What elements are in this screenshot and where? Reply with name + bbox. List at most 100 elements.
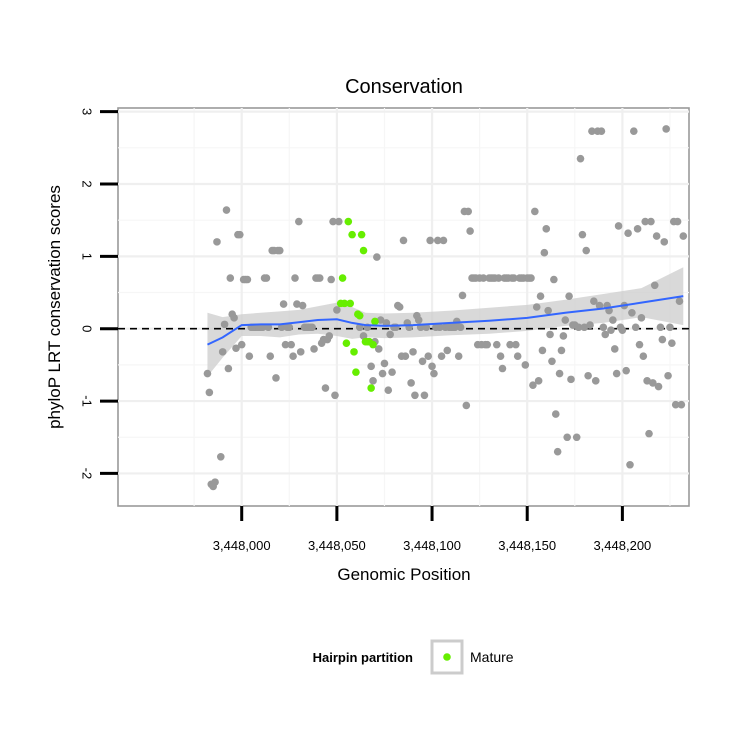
x-tick-label: 3,448,100: [403, 538, 461, 553]
point-other: [376, 316, 385, 324]
y-tick-label: 3: [80, 108, 95, 115]
point-other: [542, 225, 551, 233]
point-other: [494, 274, 503, 282]
point-other: [607, 326, 615, 334]
point-other: [591, 377, 600, 385]
point-other: [584, 371, 592, 380]
point-other: [492, 340, 501, 349]
point-other: [289, 352, 297, 361]
point-other: [618, 326, 627, 334]
x-tick-label: 3,448,150: [498, 538, 556, 553]
point-other: [654, 382, 663, 391]
point-other: [430, 369, 438, 378]
point-other: [291, 274, 299, 282]
point-other: [395, 303, 404, 311]
point-other: [668, 339, 676, 347]
point-other: [553, 447, 562, 456]
legend-mature-icon: [443, 653, 451, 661]
point-other: [285, 323, 294, 332]
y-tick-label: -2: [80, 468, 95, 480]
point-other: [443, 346, 452, 355]
y-axis-label: phyloP LRT conservation scores: [45, 185, 64, 429]
point-other: [574, 323, 583, 332]
point-other: [226, 274, 235, 282]
point-other: [462, 401, 471, 410]
point-mature: [338, 274, 347, 282]
point-other: [426, 236, 434, 245]
point-mature: [350, 348, 358, 356]
x-axis-label: Genomic Position: [337, 565, 470, 584]
point-other: [498, 364, 507, 373]
point-other: [454, 352, 463, 361]
point-mature: [342, 339, 351, 347]
point-other: [245, 352, 254, 361]
point-other: [308, 323, 316, 332]
point-other: [572, 433, 581, 442]
point-other: [628, 308, 636, 317]
point-other: [275, 246, 284, 255]
point-other: [576, 154, 585, 163]
point-other: [369, 377, 377, 385]
point-other: [563, 433, 571, 442]
point-other: [555, 369, 564, 378]
point-other: [609, 316, 617, 324]
trend-line: [207, 295, 684, 346]
point-other: [321, 384, 330, 392]
point-mature: [367, 384, 375, 392]
point-other: [224, 364, 233, 373]
point-other: [578, 230, 587, 239]
x-tick-label: 3,448,050: [308, 538, 366, 553]
point-other: [510, 274, 518, 282]
point-other: [532, 303, 541, 311]
point-other: [527, 274, 535, 282]
axes: 3,448,000 3,448,050 3,448,100 3,448,150 3,44…: [80, 108, 652, 553]
point-other: [546, 330, 554, 339]
point-other: [325, 332, 334, 340]
point-other: [230, 314, 238, 322]
point-other: [496, 352, 505, 361]
point-other: [424, 352, 433, 361]
point-other: [479, 274, 488, 282]
point-other: [633, 225, 642, 233]
point-other: [631, 323, 640, 332]
point-other: [407, 379, 415, 387]
legend-title: Hairpin partition: [313, 650, 413, 665]
point-other: [658, 335, 667, 344]
point-other: [374, 345, 383, 353]
point-other: [293, 300, 301, 308]
point-other: [466, 227, 474, 235]
point-other: [262, 274, 271, 282]
point-other: [559, 332, 568, 340]
point-other: [582, 246, 591, 255]
point-other: [567, 375, 575, 384]
point-other: [388, 368, 396, 376]
point-other: [458, 291, 467, 300]
chart-title: Conservation: [345, 76, 463, 98]
point-other: [205, 388, 214, 397]
point-other: [327, 275, 335, 284]
point-mature: [348, 230, 356, 239]
point-other: [540, 248, 549, 257]
point-other: [548, 357, 556, 366]
point-other: [418, 357, 427, 366]
point-other: [599, 323, 608, 332]
point-mature: [340, 299, 349, 308]
point-other: [671, 400, 680, 409]
point-other: [677, 400, 686, 409]
point-other: [565, 292, 573, 300]
point-other: [218, 348, 227, 356]
point-other: [243, 275, 252, 284]
point-other: [437, 352, 446, 361]
point-other: [310, 345, 318, 353]
point-other: [531, 207, 539, 216]
point-other: [433, 236, 442, 245]
point-other: [544, 306, 552, 315]
legend-key: [430, 639, 464, 675]
point-other: [534, 377, 543, 385]
y-tick-label: -1: [80, 395, 95, 407]
point-other: [662, 125, 670, 133]
point-other: [601, 330, 610, 339]
point-other: [586, 321, 594, 329]
point-other: [649, 379, 657, 387]
